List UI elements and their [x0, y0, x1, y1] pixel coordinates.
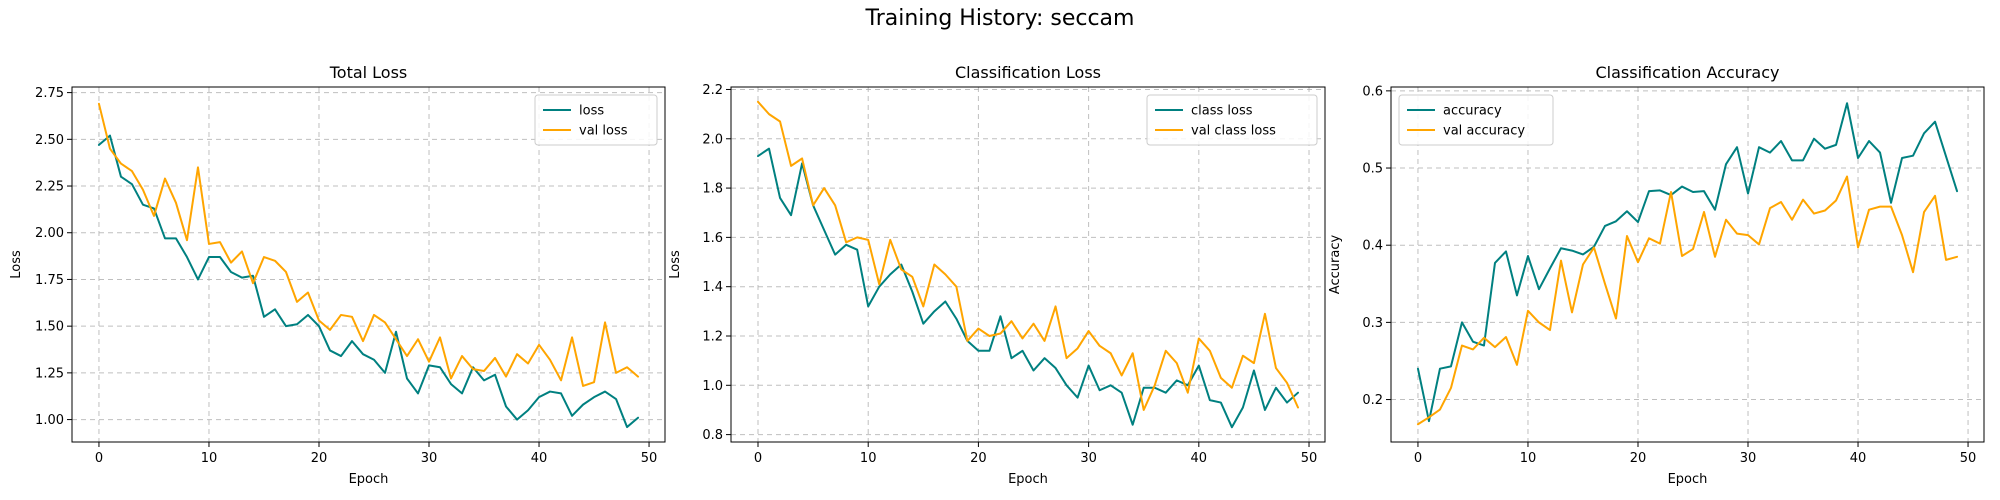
y-tick-label: 1.25 — [35, 366, 64, 381]
y-tick-label: 2.2 — [702, 83, 723, 98]
x-tick-label: 10 — [1520, 451, 1537, 466]
y-tick-label: 0.8 — [702, 428, 723, 443]
y-axis-label: Loss — [668, 250, 683, 279]
chart-2: 0 10 20 30 40 50 0.8 1.0 1.2 1.4 1.6 1.8 2.0 2.2 Class… — [668, 63, 1326, 487]
y-tick-label: 0.5 — [1362, 162, 1383, 177]
y-tick-label: 2.50 — [35, 133, 64, 148]
legend-label: val accuracy — [1443, 124, 1525, 139]
x-tick-label: 10 — [201, 451, 218, 466]
x-tick-label: 30 — [1740, 451, 1757, 466]
x-tick-label: 0 — [95, 451, 103, 466]
y-tick-label: 0.6 — [1362, 84, 1383, 99]
legend-box — [1146, 94, 1318, 146]
y-tick-label: 1.75 — [35, 273, 64, 288]
x-tick-label: 20 — [1630, 451, 1647, 466]
y-axis-label: Accuracy — [1328, 235, 1343, 295]
y-tick-label: 1.2 — [702, 329, 723, 344]
x-tick-label: 50 — [641, 451, 658, 466]
y-tick-label: 1.8 — [702, 182, 723, 197]
y-axis-label: Loss — [9, 250, 24, 279]
y-tick-label: 0.3 — [1362, 316, 1383, 331]
chart-3: 0 10 20 30 40 50 0.2 0.3 0.4 0.5 0.6 Classification… — [1328, 63, 1985, 487]
y-tick-label: 0.4 — [1362, 239, 1383, 254]
x-tick-label: 0 — [1414, 451, 1422, 466]
legend-box — [1398, 94, 1554, 146]
series-line-val-class-loss — [757, 100, 1299, 411]
axes-frame — [730, 86, 1326, 443]
legend-label: loss — [579, 104, 604, 119]
y-tick-label: 2.0 — [702, 132, 723, 147]
x-tick-label: 0 — [754, 451, 762, 466]
x-tick-label: 50 — [1960, 451, 1977, 466]
axes-frame — [71, 86, 666, 443]
legend-label: val loss — [579, 124, 628, 139]
chart-title: Total Loss — [329, 63, 408, 82]
x-tick-label: 40 — [531, 451, 548, 466]
x-tick-label: 10 — [860, 451, 877, 466]
y-tick-label: 1.6 — [702, 231, 723, 246]
series-line-loss — [97, 134, 640, 429]
y-tick-label: 1.4 — [702, 280, 723, 295]
x-tick-label: 40 — [1191, 451, 1208, 466]
legend-box — [534, 94, 658, 146]
figure-title: Training History: seccam — [865, 6, 1135, 31]
chart-title: Classification Accuracy — [1596, 63, 1780, 82]
series-line-val-accuracy — [1416, 175, 1959, 426]
legend: accuracy val accuracy — [1398, 94, 1554, 146]
chart-1: 0 10 20 30 40 50 1.00 1.25 1.50 1.75 2.00 2.25 2.50 2… — [9, 63, 666, 487]
legend-label: val class loss — [1191, 124, 1276, 139]
axes-frame — [1390, 86, 1985, 443]
y-tick-label: 1.00 — [35, 413, 64, 428]
chart-title: Classification Loss — [955, 63, 1101, 82]
series-line-class-loss — [757, 147, 1299, 429]
x-tick-label: 50 — [1301, 451, 1318, 466]
x-tick-label: 20 — [311, 451, 328, 466]
x-tick-label: 30 — [421, 451, 438, 466]
legend: loss val loss — [534, 94, 658, 146]
y-tick-label: 2.00 — [35, 226, 64, 241]
y-tick-label: 1.50 — [35, 320, 64, 335]
x-tick-label: 20 — [970, 451, 987, 466]
legend-label: accuracy — [1443, 104, 1502, 119]
legend: class loss val class loss — [1146, 94, 1318, 146]
y-tick-label: 2.75 — [35, 86, 64, 101]
series-line-val-loss — [97, 102, 640, 387]
x-axis-label: Epoch — [349, 472, 389, 487]
x-axis-label: Epoch — [1008, 472, 1048, 487]
y-tick-label: 0.2 — [1362, 393, 1383, 408]
x-tick-label: 40 — [1850, 451, 1867, 466]
x-tick-label: 30 — [1080, 451, 1097, 466]
x-axis-label: Epoch — [1668, 472, 1708, 487]
series-line-accuracy — [1416, 102, 1959, 423]
y-tick-label: 1.0 — [702, 379, 723, 394]
legend-label: class loss — [1191, 104, 1253, 119]
y-tick-label: 2.25 — [35, 180, 64, 195]
